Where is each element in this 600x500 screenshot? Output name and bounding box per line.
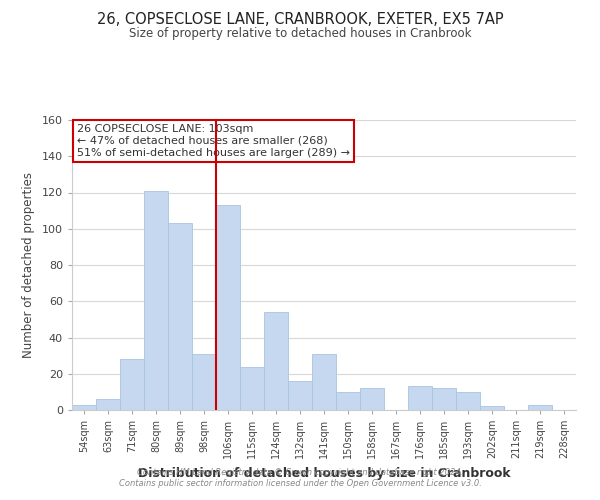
Bar xyxy=(480,406,504,410)
Bar xyxy=(72,404,96,410)
Text: 26, COPSECLOSE LANE, CRANBROOK, EXETER, EX5 7AP: 26, COPSECLOSE LANE, CRANBROOK, EXETER, … xyxy=(97,12,503,28)
Bar xyxy=(456,392,480,410)
X-axis label: Distribution of detached houses by size in Cranbrook: Distribution of detached houses by size … xyxy=(137,466,511,479)
Bar xyxy=(192,354,216,410)
Bar xyxy=(408,386,432,410)
Text: Size of property relative to detached houses in Cranbrook: Size of property relative to detached ho… xyxy=(129,28,471,40)
Y-axis label: Number of detached properties: Number of detached properties xyxy=(22,172,35,358)
Bar xyxy=(432,388,456,410)
Bar xyxy=(288,381,312,410)
Bar xyxy=(120,359,144,410)
Text: 26 COPSECLOSE LANE: 103sqm
← 47% of detached houses are smaller (268)
51% of sem: 26 COPSECLOSE LANE: 103sqm ← 47% of deta… xyxy=(77,124,350,158)
Bar xyxy=(360,388,384,410)
Bar xyxy=(168,224,192,410)
Bar xyxy=(216,205,240,410)
Bar xyxy=(264,312,288,410)
Bar xyxy=(312,354,336,410)
Text: Contains HM Land Registry data © Crown copyright and database right 2024.
Contai: Contains HM Land Registry data © Crown c… xyxy=(119,468,481,487)
Bar xyxy=(144,190,168,410)
Bar xyxy=(240,366,264,410)
Bar xyxy=(96,399,120,410)
Bar xyxy=(528,404,552,410)
Bar xyxy=(336,392,360,410)
